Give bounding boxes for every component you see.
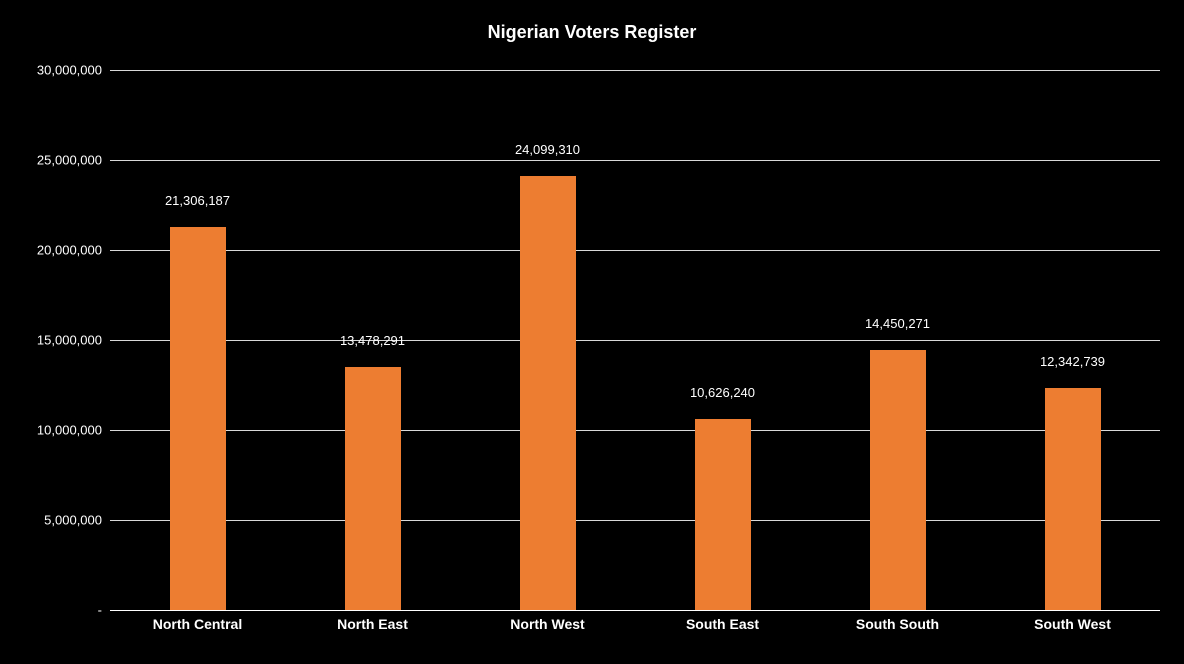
bar-value-label: 13,478,291	[285, 333, 460, 348]
y-axis-tick-label: 5,000,000	[12, 513, 102, 528]
bar-value-label: 21,306,187	[110, 193, 285, 208]
y-axis-tick-label: 15,000,000	[12, 333, 102, 348]
chart-title: Nigerian Voters Register	[0, 22, 1184, 43]
bar	[345, 367, 401, 610]
y-axis-tick-label: 25,000,000	[12, 153, 102, 168]
x-axis-category-label: South West	[985, 616, 1160, 632]
plot-area: 21,306,187 13,478,291 24,099,310 10,626,240…	[110, 70, 1160, 610]
x-axis-category-label: South East	[635, 616, 810, 632]
bar-value-label: 14,450,271	[810, 316, 985, 331]
bar	[170, 227, 226, 611]
gridline	[110, 430, 1160, 431]
gridline	[110, 70, 1160, 71]
bar-value-label: 24,099,310	[460, 142, 635, 157]
bar	[870, 350, 926, 610]
y-axis-tick-label: 10,000,000	[12, 423, 102, 438]
y-axis-tick-label: 20,000,000	[12, 243, 102, 258]
gridline	[110, 610, 1160, 611]
gridline	[110, 520, 1160, 521]
x-axis-category-label: North West	[460, 616, 635, 632]
bar	[1045, 388, 1101, 610]
bar-value-label: 12,342,739	[985, 354, 1160, 369]
x-axis-category-label: North Central	[110, 616, 285, 632]
gridline	[110, 340, 1160, 341]
bar	[520, 176, 576, 610]
bar	[695, 419, 751, 610]
x-axis-category-label: North East	[285, 616, 460, 632]
bar-value-label: 10,626,240	[635, 385, 810, 400]
y-axis-tick-label: 30,000,000	[12, 63, 102, 78]
bar-chart: Nigerian Voters Register 21,306,187 13,47…	[0, 0, 1184, 664]
x-axis-category-label: South South	[810, 616, 985, 632]
y-axis-tick-label: -	[12, 603, 102, 618]
gridline	[110, 160, 1160, 161]
gridline	[110, 250, 1160, 251]
